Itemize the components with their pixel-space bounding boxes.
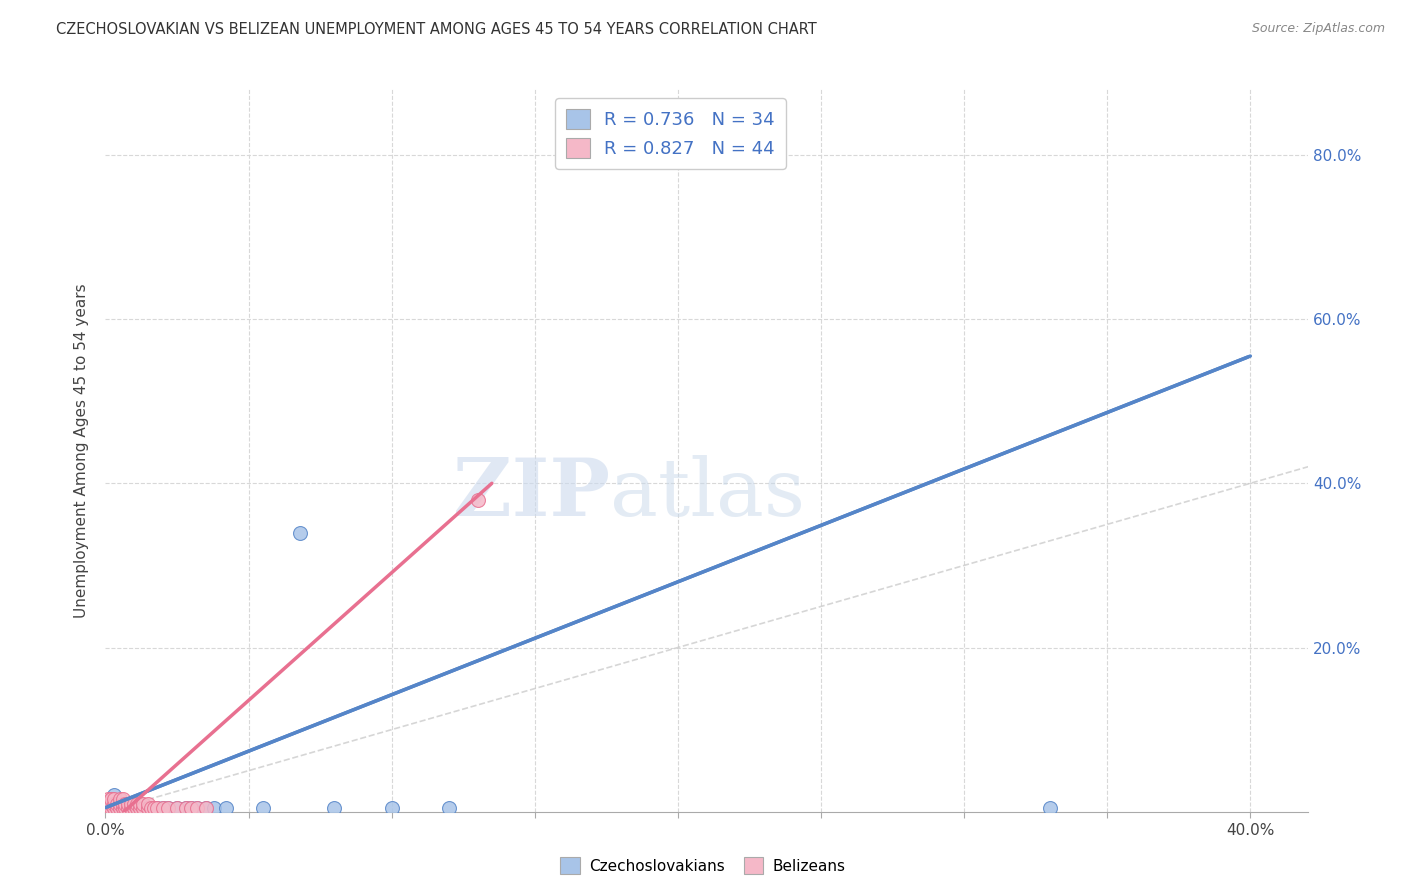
Point — [122, 800, 145, 814]
Point — [120, 800, 142, 814]
Text: CZECHOSLOVAKIAN VS BELIZEAN UNEMPLOYMENT AMONG AGES 45 TO 54 YEARS CORRELATION C: CZECHOSLOVAKIAN VS BELIZEAN UNEMPLOYMENT… — [56, 22, 817, 37]
Point — [214, 800, 236, 814]
Point — [141, 800, 163, 814]
Point — [97, 797, 120, 811]
Point — [100, 792, 122, 806]
Point — [103, 792, 125, 806]
Point — [131, 800, 153, 814]
Point — [100, 800, 122, 814]
Point — [157, 800, 180, 814]
Point — [186, 800, 208, 814]
Point — [125, 800, 148, 814]
Point — [117, 797, 139, 811]
Point — [108, 797, 131, 811]
Point — [186, 800, 208, 814]
Point — [288, 525, 311, 540]
Point — [128, 800, 150, 814]
Point — [105, 800, 128, 814]
Point — [1039, 800, 1062, 814]
Point — [100, 792, 122, 806]
Point — [108, 800, 131, 814]
Point — [202, 800, 225, 814]
Point — [174, 800, 197, 814]
Point — [146, 800, 169, 814]
Text: atlas: atlas — [610, 455, 806, 533]
Point — [131, 800, 153, 814]
Point — [114, 797, 136, 811]
Point — [467, 492, 489, 507]
Point — [111, 800, 134, 814]
Point — [114, 800, 136, 814]
Point — [143, 800, 166, 814]
Point — [120, 800, 142, 814]
Point — [114, 800, 136, 814]
Point — [381, 800, 404, 814]
Point — [128, 800, 150, 814]
Point — [138, 797, 160, 811]
Point — [166, 800, 188, 814]
Legend: R = 0.736   N = 34, R = 0.827   N = 44: R = 0.736 N = 34, R = 0.827 N = 44 — [555, 98, 786, 169]
Point — [122, 800, 145, 814]
Point — [97, 797, 120, 811]
Point — [125, 797, 148, 811]
Point — [152, 800, 174, 814]
Text: Source: ZipAtlas.com: Source: ZipAtlas.com — [1251, 22, 1385, 36]
Point — [131, 797, 153, 811]
Point — [103, 800, 125, 814]
Point — [103, 789, 125, 803]
Legend: Czechoslovakians, Belizeans: Czechoslovakians, Belizeans — [554, 851, 852, 880]
Point — [103, 797, 125, 811]
Point — [252, 800, 274, 814]
Point — [100, 797, 122, 811]
Point — [120, 797, 142, 811]
Point — [194, 800, 217, 814]
Point — [111, 792, 134, 806]
Text: ZIP: ZIP — [453, 455, 610, 533]
Point — [100, 800, 122, 814]
Point — [138, 800, 160, 814]
Point — [105, 800, 128, 814]
Point — [141, 800, 163, 814]
Point — [111, 800, 134, 814]
Point — [174, 800, 197, 814]
Point — [146, 800, 169, 814]
Point — [122, 797, 145, 811]
Point — [108, 800, 131, 814]
Point — [108, 797, 131, 811]
Point — [125, 800, 148, 814]
Point — [323, 800, 346, 814]
Point — [111, 797, 134, 811]
Point — [103, 800, 125, 814]
Point — [166, 800, 188, 814]
Point — [108, 792, 131, 806]
Point — [97, 800, 120, 814]
Point — [117, 800, 139, 814]
Y-axis label: Unemployment Among Ages 45 to 54 years: Unemployment Among Ages 45 to 54 years — [75, 283, 90, 618]
Point — [97, 792, 120, 806]
Point — [128, 797, 150, 811]
Point — [105, 797, 128, 811]
Point — [117, 800, 139, 814]
Point — [437, 800, 460, 814]
Point — [180, 800, 202, 814]
Point — [180, 800, 202, 814]
Point — [138, 800, 160, 814]
Point — [157, 800, 180, 814]
Point — [194, 800, 217, 814]
Point — [152, 800, 174, 814]
